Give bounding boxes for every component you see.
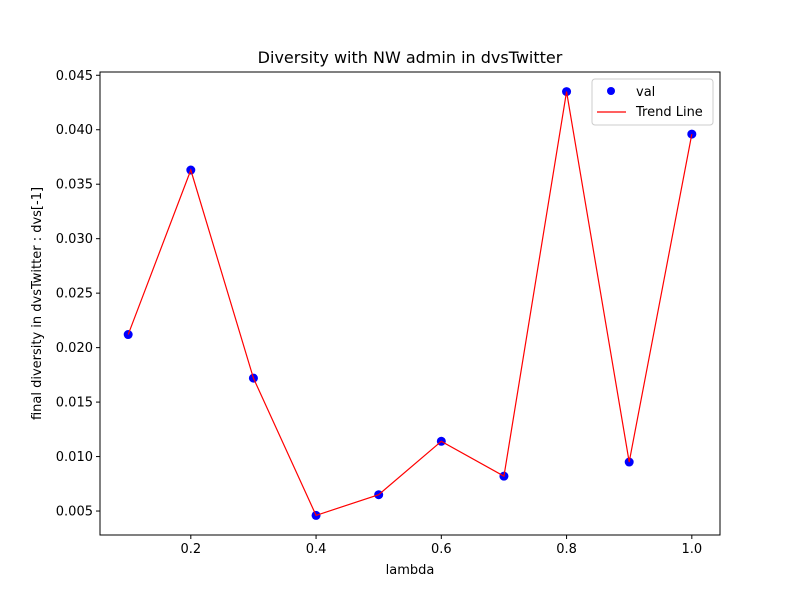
y-tick-label: 0.015 — [56, 396, 93, 411]
y-axis-ticks: 0.005 0.010 0.015 0.020 0.025 0.030 0.035 0.040… — [56, 69, 100, 520]
x-tick-label: 1.0 — [681, 542, 702, 557]
y-tick-label: 0.005 — [56, 505, 93, 520]
data-point — [123, 330, 133, 340]
legend-box — [591, 78, 714, 126]
x-tick-label: 0.8 — [556, 542, 577, 557]
series-layer — [123, 87, 697, 520]
plot-area — [99, 71, 721, 536]
y-tick-label: 0.040 — [56, 123, 93, 138]
x-tick-label: 0.2 — [180, 542, 201, 557]
y-tick-label: 0.010 — [56, 450, 93, 465]
legend-marker-val — [607, 87, 615, 95]
legend-label-trend: Trend Line — [635, 105, 703, 120]
y-tick-label: 0.020 — [56, 341, 93, 356]
x-axis-ticks: 0.2 0.4 0.6 0.8 1.0 — [180, 535, 702, 557]
y-tick-label: 0.045 — [56, 69, 93, 84]
y-tick-label: 0.030 — [56, 232, 93, 247]
legend: val Trend Line — [591, 78, 714, 126]
chart-title: Diversity with NW admin in dvsTwitter — [258, 48, 563, 67]
x-tick-label: 0.4 — [306, 542, 327, 557]
x-axis-label: lambda — [386, 563, 435, 578]
y-tick-label: 0.035 — [56, 178, 93, 193]
legend-label-val: val — [636, 85, 655, 100]
axes-frame — [99, 71, 721, 536]
y-axis-label: final diversity in dvsTwitter : dvs[-1] — [30, 187, 45, 420]
y-tick-label: 0.025 — [56, 287, 93, 302]
trend-line — [127, 91, 693, 517]
x-tick-label: 0.6 — [431, 542, 452, 557]
